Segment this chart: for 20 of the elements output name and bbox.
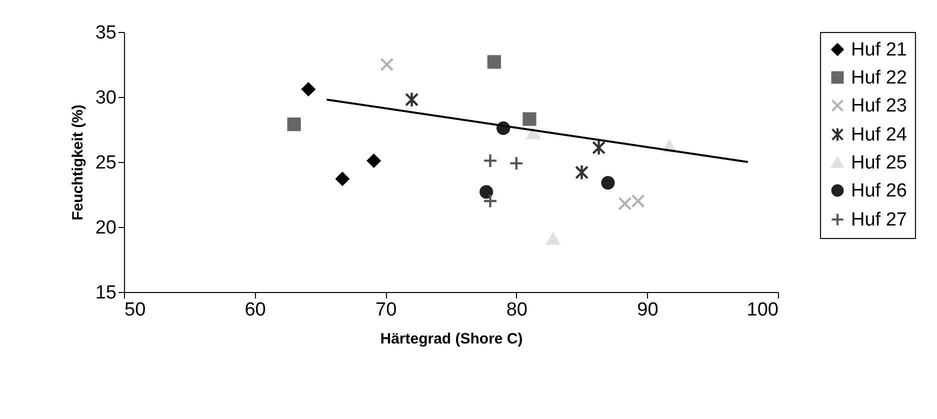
x-tick-label: 50 [124, 300, 146, 320]
x-tick-label: 70 [376, 300, 397, 320]
legend-label: Huf 26 [851, 180, 907, 202]
legend-label: Huf 23 [851, 96, 907, 116]
legend-label: Huf 27 [851, 210, 907, 230]
y-tick-label: 20 [95, 218, 116, 238]
x-tick-label: 80 [506, 300, 528, 320]
y-tick-label: 15 [95, 282, 116, 304]
legend-label: Huf 21 [851, 40, 907, 60]
legend-label: Huf 22 [851, 68, 907, 88]
legend-label: Huf 24 [851, 124, 908, 146]
x-tick-label: 90 [637, 300, 658, 320]
legend-label: Huf 25 [851, 152, 907, 174]
x-axis-title: Härtegrad (Shore C) [380, 330, 523, 348]
y-axis-title: Feuchtigkeit (%) [69, 104, 86, 220]
y-tick-label: 35 [95, 22, 116, 44]
y-tick-label: 30 [95, 88, 116, 108]
x-tick-label: 100 [746, 300, 778, 320]
y-tick-label: 25 [95, 152, 116, 174]
x-tick-label: 60 [244, 300, 266, 320]
